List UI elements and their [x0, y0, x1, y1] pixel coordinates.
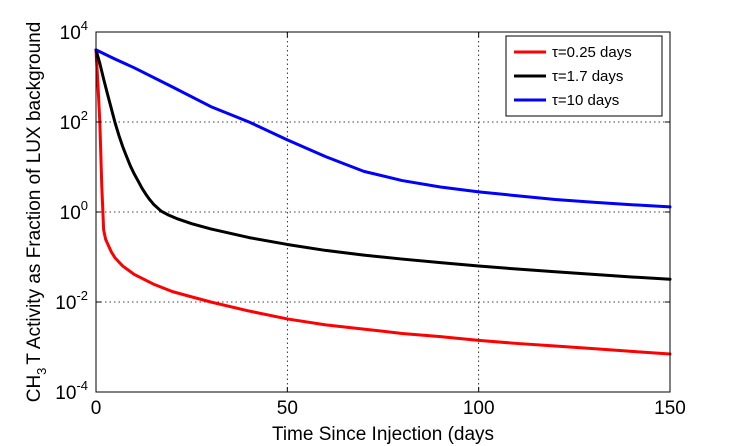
y-tick-label: 10-2 [55, 288, 88, 314]
series-line-1 [94, 48, 672, 356]
x-tick-labels: 0 50 100 150 [91, 398, 686, 419]
y-tick-label-base: 10 [55, 293, 76, 314]
y-tick-label-base: 10 [55, 383, 76, 404]
axis-ticks [95, 31, 671, 393]
y-tick-label-exponent: 0 [81, 198, 88, 213]
y-tick-label-exponent: 2 [81, 108, 88, 123]
grid-lines [96, 32, 670, 392]
x-tick-label: 50 [277, 398, 298, 419]
y-tick-label-base: 10 [60, 113, 81, 134]
y-tick-label-exponent: -2 [76, 288, 88, 303]
y-axis-label-suffix: T Activity as Fraction of LUX background [24, 22, 45, 365]
y-tick-label-exponent: 4 [81, 18, 88, 33]
y-tick-label-exponent: -4 [76, 378, 88, 393]
x-axis-label: Time Since Injection (days [272, 424, 494, 445]
y-tick-label: 10-4 [55, 378, 88, 404]
y-axis-label: CH3 T Activity as Fraction of LUX backgro… [24, 22, 49, 403]
legend-label-1: τ=0.25 days [552, 44, 632, 61]
legend-label-3: τ=10 days [552, 92, 619, 109]
y-axis-label-subscript: 3 [34, 368, 49, 375]
series-lines [94, 48, 672, 356]
y-tick-label: 100 [60, 198, 88, 224]
y-tick-label-base: 10 [60, 203, 81, 224]
y-tick-label: 102 [60, 108, 88, 134]
legend: τ=0.25 days τ=1.7 days τ=10 days [505, 35, 663, 117]
y-tick-label: 104 [60, 18, 88, 44]
series-line-3 [94, 48, 672, 209]
legend-label-2: τ=1.7 days [552, 68, 623, 85]
x-tick-label: 150 [654, 398, 686, 419]
x-tick-label: 100 [463, 398, 495, 419]
x-tick-label: 0 [91, 398, 102, 419]
y-tick-label-base: 10 [60, 23, 81, 44]
series-line-2 [94, 48, 672, 281]
y-axis-label-prefix: CH [24, 375, 45, 402]
